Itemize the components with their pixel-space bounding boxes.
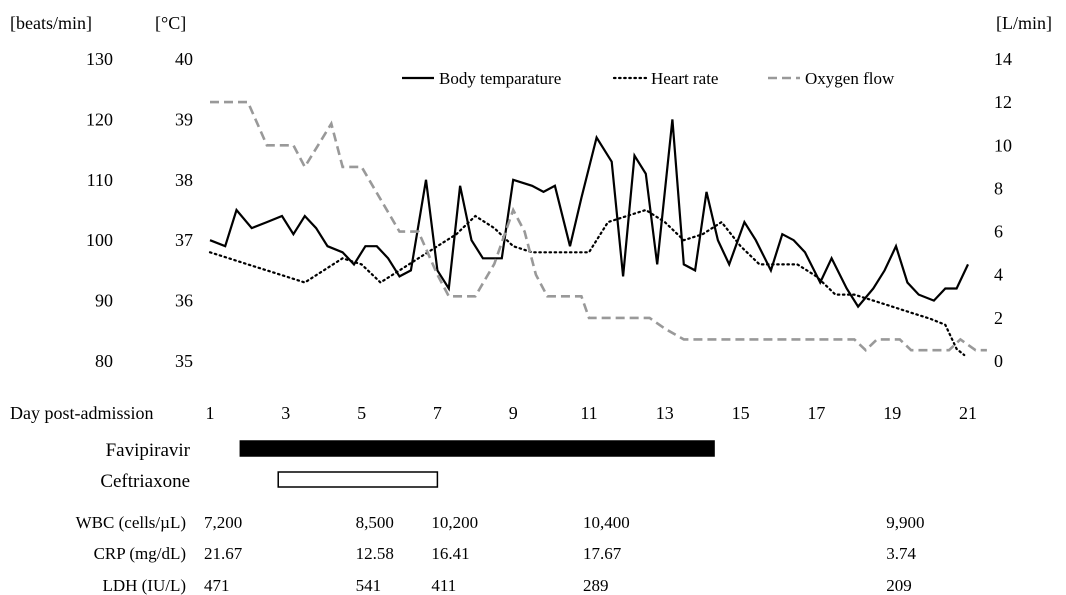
plot-area bbox=[208, 100, 987, 357]
oxygen-tick: 12 bbox=[994, 92, 1012, 112]
heart-rate-line bbox=[208, 208, 966, 357]
temperature-tick: 38 bbox=[175, 170, 193, 190]
x-tick: 7 bbox=[433, 403, 442, 423]
heart-rate-axis: 80 90 100 110 120 130 bbox=[86, 49, 113, 371]
heart-rate-tick: 80 bbox=[95, 351, 113, 371]
body-temparature-legend-label: Body temparature bbox=[439, 69, 561, 88]
oxygen-tick: 6 bbox=[994, 222, 1003, 242]
ceftriaxone-bar bbox=[277, 471, 439, 488]
ldh-iu-l-value: 411 bbox=[431, 576, 456, 595]
ldh-iu-l-value: 471 bbox=[204, 576, 230, 595]
body-temparature-line bbox=[209, 119, 969, 309]
x-tick: 5 bbox=[357, 403, 366, 423]
wbc-cells-l-value: 8,500 bbox=[356, 513, 394, 532]
x-axis: 1 3 5 7 9 11 13 15 17 19 21 bbox=[206, 403, 978, 423]
wbc-cells-l-value: 7,200 bbox=[204, 513, 242, 532]
crp-mg-dl-label: CRP (mg/dL) bbox=[94, 544, 186, 563]
favipiravir-bar bbox=[239, 440, 715, 457]
temperature-tick: 35 bbox=[175, 351, 193, 371]
x-tick: 3 bbox=[281, 403, 290, 423]
heart-rate-tick: 110 bbox=[87, 170, 113, 190]
ceftriaxone-label: Ceftriaxone bbox=[100, 471, 190, 492]
ldh-iu-l-value: 289 bbox=[583, 576, 609, 595]
x-tick: 17 bbox=[807, 403, 825, 423]
crp-mg-dl-value: 21.67 bbox=[204, 544, 243, 563]
x-tick: 19 bbox=[883, 403, 901, 423]
x-tick: 21 bbox=[959, 403, 977, 423]
ldh-iu-l-value: 209 bbox=[886, 576, 912, 595]
heart-rate-legend-label: Heart rate bbox=[651, 69, 718, 88]
oxygen-flow-line bbox=[210, 100, 987, 352]
x-axis-label: Day post-admission bbox=[10, 403, 154, 423]
temperature-unit: [°C] bbox=[155, 13, 186, 33]
temperature-tick: 37 bbox=[175, 230, 193, 250]
temperature-tick: 36 bbox=[175, 291, 193, 311]
x-tick: 15 bbox=[732, 403, 750, 423]
crp-mg-dl-value: 12.58 bbox=[356, 544, 394, 563]
favipiravir-label: Favipiravir bbox=[106, 440, 191, 461]
oxygen-tick: 8 bbox=[994, 178, 1003, 198]
heart-rate-tick: 90 bbox=[95, 291, 113, 311]
oxygen-flow-legend-label: Oxygen flow bbox=[805, 69, 895, 88]
heart-rate-tick: 100 bbox=[86, 230, 113, 250]
wbc-cells-l-value: 10,400 bbox=[583, 513, 630, 532]
treatment-timeline: Favipiravir Ceftriaxone bbox=[100, 440, 715, 492]
crp-mg-dl-value: 3.74 bbox=[886, 544, 916, 563]
oxygen-unit: [L/min] bbox=[996, 13, 1052, 33]
wbc-cells-l-value: 10,200 bbox=[431, 513, 478, 532]
wbc-cells-l-value: 9,900 bbox=[886, 513, 924, 532]
oxygen-axis: 0 2 4 6 8 10 12 14 bbox=[994, 49, 1012, 371]
x-tick: 13 bbox=[656, 403, 674, 423]
x-tick: 11 bbox=[580, 403, 597, 423]
wbc-cells-l-label: WBC (cells/µL) bbox=[76, 513, 186, 532]
temperature-tick: 39 bbox=[175, 109, 193, 129]
legend: Body temparature Heart rate Oxygen flow bbox=[402, 69, 895, 88]
heart-rate-unit: [beats/min] bbox=[10, 13, 92, 33]
lab-table: WBC (cells/µL) 7,200 8,500 10,200 10,400 9,90… bbox=[76, 513, 925, 595]
temperature-tick: 40 bbox=[175, 49, 193, 69]
oxygen-tick: 14 bbox=[994, 49, 1012, 69]
oxygen-tick: 0 bbox=[994, 351, 1003, 371]
crp-mg-dl-value: 17.67 bbox=[583, 544, 622, 563]
ldh-iu-l-value: 541 bbox=[356, 576, 382, 595]
oxygen-tick: 2 bbox=[994, 308, 1003, 328]
oxygen-tick: 4 bbox=[994, 265, 1003, 285]
heart-rate-tick: 130 bbox=[86, 49, 113, 69]
oxygen-tick: 10 bbox=[994, 135, 1012, 155]
heart-rate-tick: 120 bbox=[86, 109, 113, 129]
ldh-iu-l-label: LDH (IU/L) bbox=[102, 576, 186, 595]
x-tick: 9 bbox=[509, 403, 518, 423]
temperature-axis: 35 36 37 38 39 40 bbox=[175, 49, 193, 371]
x-tick: 1 bbox=[206, 403, 215, 423]
crp-mg-dl-value: 16.41 bbox=[431, 544, 469, 563]
